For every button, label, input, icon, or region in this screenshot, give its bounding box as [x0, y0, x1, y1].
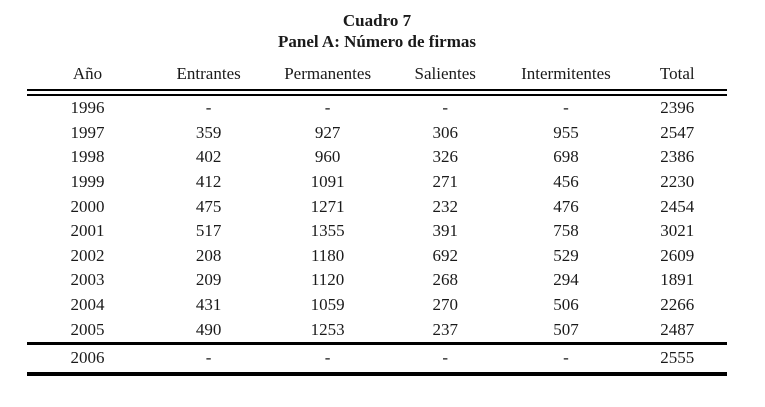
table-row-1997: 1997 359 927 306 955 2547 [27, 121, 727, 146]
cell-permanentes: 1355 [310, 221, 345, 241]
cell-intermitentes: 294 [553, 270, 579, 290]
cell-intermitentes: - [504, 343, 628, 376]
cell-permanentes: - [324, 98, 331, 118]
cell-intermitentes: 955 [553, 122, 579, 142]
col-header-salientes: Salientes [386, 58, 505, 96]
cell-year: 2006 [27, 343, 149, 376]
cell-year: 1997 [70, 122, 105, 142]
table-row-1999: 1999 412 1091 271 456 2230 [27, 170, 727, 195]
cell-total: 2396 [660, 98, 695, 118]
cell-total: 2487 [627, 317, 727, 345]
cell-salientes: 268 [432, 270, 458, 290]
cell-permanentes: 1253 [269, 317, 387, 345]
cell-year: 2003 [70, 270, 105, 290]
table-row-2006: 2006 - - - - 2555 [27, 343, 727, 376]
cell-entrantes: - [148, 343, 270, 376]
cell-year: 1998 [70, 147, 105, 167]
cell-entrantes: 475 [195, 196, 222, 216]
cell-intermitentes: 456 [553, 172, 579, 192]
cell-entrantes: 209 [195, 270, 222, 290]
cell-entrantes: 490 [148, 317, 270, 345]
cell-total: 2609 [660, 245, 695, 265]
cell-year: 2004 [70, 295, 105, 315]
cell-salientes: 237 [386, 317, 505, 345]
table-row-1998: 1998 402 960 326 698 2386 [27, 145, 727, 170]
cell-salientes: 232 [432, 196, 458, 216]
cell-salientes: - [442, 98, 449, 118]
col-header-ano: Año [27, 58, 149, 96]
cell-salientes: 270 [432, 295, 458, 315]
table-row-2005: 2005 490 1253 237 507 2487 [27, 317, 727, 345]
cell-total: 2230 [660, 172, 695, 192]
cell-entrantes: 402 [195, 147, 222, 167]
table-area: Cuadro 7 Panel A: Número de firmas Año E… [27, 10, 727, 376]
cell-intermitentes: 476 [553, 196, 579, 216]
cell-year: 2000 [70, 196, 105, 216]
cell-permanentes: 1091 [310, 172, 345, 192]
cell-permanentes: 1180 [310, 245, 345, 265]
cell-salientes: 326 [432, 147, 458, 167]
cell-permanentes: 1271 [310, 196, 345, 216]
cell-total: 2547 [660, 122, 695, 142]
table-body: 1996 - - - - 2396 1997 359 927 306 955 2… [27, 93, 727, 345]
table-subtitle: Panel A: Número de firmas [278, 32, 476, 51]
cell-entrantes: 431 [195, 295, 222, 315]
cell-salientes: 271 [432, 172, 458, 192]
cell-year: 2002 [70, 245, 105, 265]
header-row: Año Entrantes Permanentes Salientes Inte… [27, 58, 727, 96]
cell-salientes: 692 [432, 245, 458, 265]
firms-table: Año Entrantes Permanentes Salientes Inte… [27, 58, 727, 376]
col-header-intermitentes: Intermitentes [504, 58, 628, 96]
table-row-1996: 1996 - - - - 2396 [27, 93, 727, 121]
col-header-entrantes: Entrantes [148, 58, 270, 96]
cell-total: 2454 [660, 196, 695, 216]
cell-permanentes: 1059 [310, 295, 345, 315]
cell-intermitentes: 758 [553, 221, 579, 241]
cell-permanentes: - [269, 343, 387, 376]
cell-entrantes: 412 [195, 172, 222, 192]
table-row-2000: 2000 475 1271 232 476 2454 [27, 194, 727, 219]
table-row-2001: 2001 517 1355 391 758 3021 [27, 219, 727, 244]
cell-year: 1996 [70, 98, 105, 118]
table-row-2004: 2004 431 1059 270 506 2266 [27, 293, 727, 318]
cell-total: 2555 [627, 343, 727, 376]
table-row-2002: 2002 208 1180 692 529 2609 [27, 244, 727, 269]
table-row-2003: 2003 209 1120 268 294 1891 [27, 268, 727, 293]
cell-entrantes: - [205, 98, 212, 118]
cell-intermitentes: 507 [504, 317, 628, 345]
cell-entrantes: 208 [195, 245, 222, 265]
cell-permanentes: 960 [314, 147, 341, 167]
col-header-total: Total [627, 58, 727, 96]
cell-total: 1891 [660, 270, 695, 290]
cell-salientes: - [386, 343, 505, 376]
cell-year: 1999 [70, 172, 105, 192]
cell-salientes: 391 [432, 221, 458, 241]
cell-intermitentes: 698 [553, 147, 579, 167]
cell-intermitentes: - [563, 98, 569, 118]
cell-total: 2266 [660, 295, 695, 315]
table-footer: 2006 - - - - 2555 [27, 343, 727, 376]
cell-total: 2386 [660, 147, 695, 167]
cell-entrantes: 359 [195, 122, 222, 142]
col-header-permanentes: Permanentes [269, 58, 387, 96]
table-header: Año Entrantes Permanentes Salientes Inte… [27, 58, 727, 96]
cell-total: 3021 [660, 221, 695, 241]
table-title: Cuadro 7 [342, 11, 412, 30]
cell-intermitentes: 529 [553, 245, 579, 265]
cell-permanentes: 927 [314, 122, 341, 142]
cell-permanentes: 1120 [310, 270, 345, 290]
cell-entrantes: 517 [195, 221, 222, 241]
cell-year: 2005 [27, 317, 149, 345]
cell-salientes: 306 [432, 122, 458, 142]
cell-year: 2001 [70, 221, 105, 241]
cell-intermitentes: 506 [553, 295, 579, 315]
